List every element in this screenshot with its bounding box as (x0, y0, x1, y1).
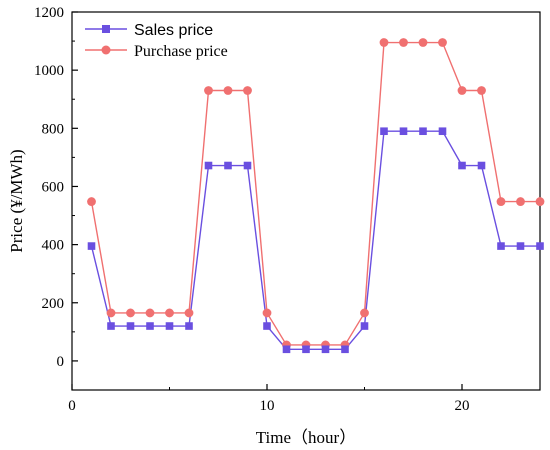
legend: Sales price Purchase price (85, 22, 228, 60)
y-tick-label: 400 (42, 238, 65, 254)
legend-label-sales: Sales price (134, 22, 213, 39)
y-tick-label: 1200 (34, 5, 64, 21)
data-point-purchase (477, 86, 486, 95)
axes: 0 200 400 600 800 1000 1200 0 10 20 (34, 5, 541, 414)
data-point-sales (302, 345, 310, 354)
plot-frame (71, 11, 541, 391)
series-layer (87, 38, 545, 354)
data-point-sales (438, 127, 447, 136)
data-point-sales (458, 161, 466, 170)
y-tick-label: 1000 (34, 63, 64, 79)
data-point-sales (516, 242, 525, 250)
data-point-purchase (106, 308, 116, 318)
data-point-sales (321, 345, 330, 354)
data-point-sales (204, 161, 213, 170)
data-point-purchase (535, 197, 545, 206)
data-point-sales (87, 242, 96, 250)
y-axis-title: Price (¥/MWh) (7, 149, 26, 252)
data-point-purchase (145, 308, 155, 318)
data-point-sales (146, 322, 154, 330)
data-point-purchase (379, 38, 389, 47)
data-point-purchase (496, 197, 506, 206)
y-tick-label: 200 (42, 296, 65, 312)
y-tick-label: 600 (42, 179, 65, 195)
data-point-sales (185, 322, 193, 330)
data-point-sales (399, 127, 408, 136)
data-point-purchase (165, 308, 174, 318)
data-point-sales (224, 161, 232, 170)
data-point-purchase (438, 38, 447, 47)
data-point-purchase (223, 86, 233, 95)
data-point-sales (419, 127, 427, 136)
data-point-purchase (360, 308, 369, 318)
x-axis-title: Time（hour） (256, 428, 356, 447)
data-point-purchase (126, 308, 135, 318)
legend-marker-sales (102, 25, 110, 33)
series-line-purchase (90, 41, 540, 346)
data-point-sales (126, 322, 135, 330)
data-point-sales (165, 322, 174, 330)
data-point-purchase (516, 197, 525, 206)
data-point-sales (243, 161, 252, 170)
data-point-sales (536, 242, 544, 250)
data-point-sales (497, 242, 505, 250)
data-point-sales (380, 127, 388, 136)
data-point-purchase (184, 308, 194, 318)
data-point-sales (107, 322, 115, 330)
data-point-sales (263, 322, 271, 330)
data-point-purchase (87, 197, 96, 206)
data-point-sales (360, 322, 369, 330)
series-line-sales (90, 130, 540, 350)
x-tick-label: 10 (260, 398, 275, 414)
data-point-sales (341, 345, 349, 354)
x-tick-label: 0 (68, 398, 76, 414)
data-point-purchase (243, 86, 252, 95)
x-tick-label: 20 (455, 398, 470, 414)
y-tick-label: 0 (57, 354, 65, 370)
y-tick-label: 800 (42, 121, 65, 137)
data-point-purchase (204, 86, 213, 95)
data-point-purchase (399, 38, 408, 47)
data-point-sales (477, 161, 486, 170)
data-point-purchase (457, 86, 467, 95)
data-point-sales (282, 345, 291, 354)
legend-marker-purchase (101, 45, 111, 55)
legend-label-purchase: Purchase price (134, 43, 228, 60)
data-point-purchase (418, 38, 428, 47)
data-point-purchase (262, 308, 272, 318)
